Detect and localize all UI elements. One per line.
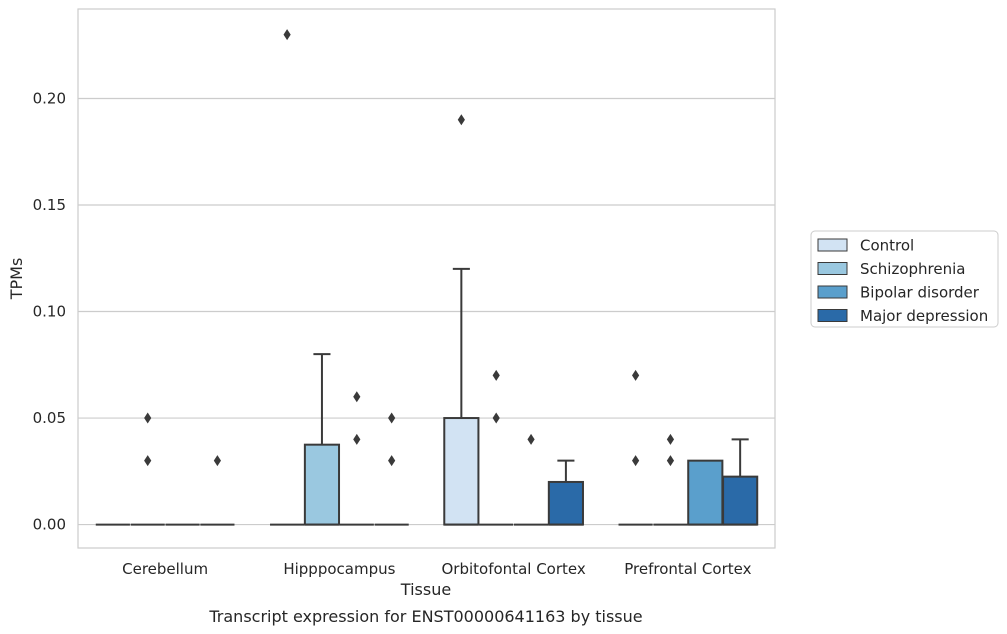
box-body <box>687 459 724 526</box>
box-body <box>547 480 584 526</box>
legend-swatch <box>817 262 848 275</box>
outlier-point <box>144 455 152 467</box>
box-schizophrenia <box>303 353 341 526</box>
box-major-depression <box>722 438 759 526</box>
outlier-point <box>527 433 535 445</box>
box-control <box>443 114 480 526</box>
legend-label: Control <box>860 237 914 255</box>
y-tick-label: 0.05 <box>33 409 66 427</box>
box-control <box>270 29 305 526</box>
y-axis-label: TPMs <box>7 258 26 301</box>
box-bipolar-disorder <box>513 433 549 526</box>
outlier-point <box>457 114 465 126</box>
outlier-point <box>388 455 396 467</box>
legend-label: Bipolar disorder <box>860 284 980 302</box>
x-tick-label: Prefrontal Cortex <box>624 560 751 578</box>
chart-title: Transcript expression for ENST0000064116… <box>208 607 642 626</box>
x-tick-labels: Cerebellum Hipppocampus Orbitofontal Corte… <box>122 560 751 578</box>
box-bipolar-disorder <box>339 391 374 526</box>
box-schizophrenia <box>479 369 514 526</box>
legend-swatch <box>817 285 848 299</box>
box-major-depression <box>547 459 584 526</box>
legend: Control Schizophrenia Bipolar disorder Majo… <box>810 230 999 328</box>
box-body <box>443 417 480 526</box>
box-bipolar-disorder <box>687 459 724 526</box>
outlier-point <box>353 433 361 445</box>
outlier-point <box>492 369 500 381</box>
x-axis-label: Tissue <box>400 580 451 599</box>
y-tick-label: 0.10 <box>33 303 66 321</box>
outlier-point <box>388 412 396 424</box>
box-control <box>618 369 653 526</box>
y-tick-label: 0.00 <box>33 516 66 534</box>
legend-frame <box>810 230 999 328</box>
legend-label: Major depression <box>860 307 988 325</box>
y-tick-label: 0.20 <box>33 89 66 107</box>
box-major-depression <box>200 455 235 526</box>
box-body <box>722 475 759 526</box>
box-schizophrenia <box>653 433 688 526</box>
x-tick-label: Cerebellum <box>122 560 208 578</box>
box-major-depression <box>374 412 409 526</box>
outlier-point <box>492 412 500 424</box>
legend-swatch <box>817 238 848 252</box>
legend-label: Schizophrenia <box>860 260 965 278</box>
box-body <box>303 443 341 526</box>
x-tick-label: Hipppocampus <box>283 560 395 578</box>
y-tick-label: 0.15 <box>33 196 66 214</box>
outlier-point <box>353 391 361 403</box>
outlier-point <box>632 369 640 381</box>
outlier-point <box>666 455 675 467</box>
legend-swatch <box>817 309 848 322</box>
x-tick-label: Orbitofontal Cortex <box>442 560 586 578</box>
plot-frame <box>77 8 776 549</box>
outlier-point <box>283 29 291 41</box>
outlier-point <box>144 412 152 424</box>
outlier-point <box>632 455 640 467</box>
outlier-point <box>666 433 675 445</box>
box-schizophrenia <box>130 412 165 526</box>
outlier-point <box>213 455 221 467</box>
boxes-layer <box>95 29 759 526</box>
y-tick-labels: 0.00 0.05 0.10 0.15 0.20 <box>33 89 66 533</box>
